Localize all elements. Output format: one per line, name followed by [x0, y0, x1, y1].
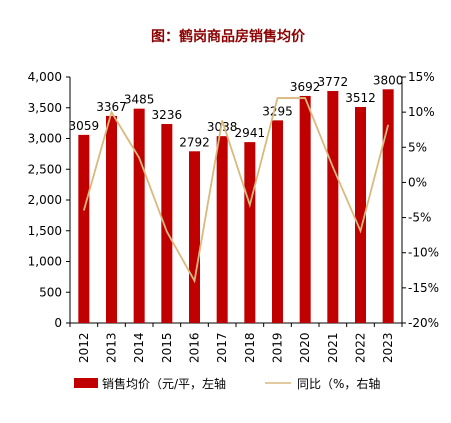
- x-tick-label: 2013: [105, 332, 119, 363]
- y-left-tick-label: 2,000: [28, 193, 62, 207]
- y-left-tick-label: 500: [39, 285, 62, 299]
- y-left-tick-label: 3,000: [28, 132, 62, 146]
- yoy-line-path: [82, 97, 390, 284]
- x-tick-label: 2019: [271, 332, 285, 363]
- bar-data-label: 3367: [96, 100, 127, 114]
- bar: [106, 115, 117, 323]
- bar: [299, 95, 311, 323]
- bar-data-label: 2792: [179, 135, 210, 149]
- y-right-tick-label: -20%: [408, 316, 439, 330]
- legend: 销售均价（元/平，左轴 同比（%，右轴: [74, 376, 380, 391]
- bar-data-label: 2941: [235, 126, 266, 140]
- chart-title: 图：鹤岗商品房销售均价: [151, 28, 306, 45]
- bar-data-label: 3512: [345, 91, 376, 105]
- bar: [355, 107, 366, 324]
- y-left-tick-label: 1,500: [28, 224, 62, 238]
- y-left-tick-label: 4,000: [28, 70, 62, 84]
- y-left-tick-label: 2,500: [28, 162, 62, 176]
- bar: [272, 120, 283, 323]
- bar-data-label: 3038: [207, 120, 238, 134]
- y-right-tick-label: -15%: [408, 281, 439, 295]
- bar: [133, 108, 145, 323]
- yoy-line: [82, 97, 390, 284]
- bar: [244, 142, 256, 323]
- x-tick-label: 2022: [354, 332, 368, 363]
- bar-data-label: 3800: [373, 73, 404, 87]
- x-tick-label: 2021: [326, 332, 340, 363]
- bar: [189, 151, 200, 323]
- legend-line-label: 同比（%，右轴: [297, 376, 380, 391]
- axes: 0 500 1,000 1,500 2,000 2,500 3,000 3,500 4,000 -…: [28, 70, 439, 363]
- y-right-tick-label: 15%: [408, 70, 435, 84]
- x-tick-label: 2015: [160, 332, 174, 363]
- x-tick-label: 2020: [298, 332, 312, 363]
- x-tick-label: 2014: [132, 332, 146, 363]
- bar: [161, 123, 173, 324]
- x-tick-label: 2018: [243, 332, 257, 363]
- x-tick-label: 2016: [188, 332, 202, 363]
- bar-data-label: 3295: [262, 104, 293, 118]
- y-left-tick-label: 1,000: [28, 255, 62, 269]
- bar: [78, 134, 90, 323]
- legend-bar-swatch: [74, 378, 98, 388]
- y-right-tick-label: 10%: [408, 105, 435, 119]
- bar: [327, 91, 339, 323]
- y-left-tick-label: 3,500: [28, 101, 62, 115]
- bar-data-label: 3772: [318, 75, 349, 89]
- y-right-tick-label: 0%: [408, 175, 427, 189]
- y-right-tick-label: 5%: [408, 140, 427, 154]
- bar: [216, 136, 228, 323]
- legend-bar-label: 销售均价（元/平，左轴: [102, 376, 226, 391]
- x-tick-label: 2023: [381, 332, 395, 363]
- bar-data-label: 3236: [152, 108, 183, 122]
- bar-data-label: 3059: [69, 119, 100, 133]
- bar: [382, 89, 394, 323]
- y-right-tick-label: -5%: [408, 211, 431, 225]
- bars: [78, 89, 394, 324]
- y-right-tick-label: -10%: [408, 246, 439, 260]
- x-tick-label: 2012: [77, 332, 91, 363]
- bar-data-label: 3485: [124, 93, 155, 107]
- y-left-tick-label: 0: [54, 316, 62, 330]
- x-tick-label: 2017: [215, 332, 229, 363]
- bar-data-label: 3692: [290, 80, 321, 94]
